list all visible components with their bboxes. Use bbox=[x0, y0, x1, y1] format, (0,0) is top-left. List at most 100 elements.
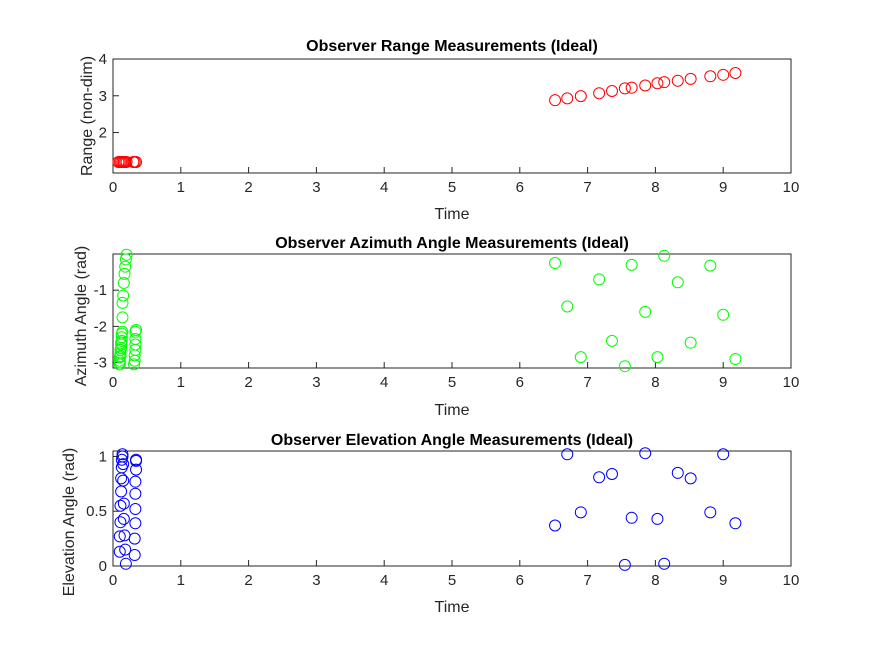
elevation-data-point bbox=[606, 468, 619, 480]
azimuth-x-axis-label: Time bbox=[435, 402, 470, 419]
range-x-tick-label: 1 bbox=[177, 179, 185, 196]
range-x-axis-label: Time bbox=[435, 206, 470, 223]
elevation-data-point bbox=[114, 499, 127, 512]
range-x-tick-label: 3 bbox=[312, 179, 320, 196]
azimuth-y-tick-label: -2 bbox=[94, 318, 107, 335]
azimuth-data-point bbox=[119, 253, 132, 266]
range-x-tick-label: 7 bbox=[583, 179, 591, 196]
elevation-axis-ticks: 0 1 2 3 4 5 6 7 8 9 10 0 0.5 1 bbox=[86, 448, 799, 589]
azimuth-data-point bbox=[625, 258, 638, 271]
elevation-data-point bbox=[561, 448, 574, 461]
azimuth-data-point bbox=[117, 276, 130, 289]
elevation-x-tick-label: 4 bbox=[380, 572, 388, 589]
elevation-x-tick-label: 6 bbox=[516, 572, 524, 589]
elevation-data-point bbox=[113, 530, 126, 543]
range-plot-area bbox=[112, 58, 792, 174]
range-data-point bbox=[729, 66, 742, 79]
range-axis-ticks: 0 1 2 3 4 5 6 7 8 9 10 2 3 4 bbox=[99, 51, 800, 196]
azimuth-x-tick-label: 3 bbox=[312, 374, 320, 391]
range-y-tick-label: 3 bbox=[99, 88, 107, 105]
azimuth-x-tick-label: 2 bbox=[244, 374, 252, 391]
elevation-chart-title: Observer Elevation Angle Measurements (I… bbox=[271, 432, 633, 449]
azimuth-plot-area bbox=[112, 253, 792, 369]
azimuth-data-point bbox=[606, 334, 619, 347]
azimuth-y-axis-label: Azimuth Angle (rad) bbox=[73, 246, 90, 387]
elevation-data-point bbox=[625, 511, 638, 524]
elevation-x-axis-label: Time bbox=[435, 599, 470, 616]
azimuth-data-point bbox=[717, 308, 730, 321]
azimuth-data-point bbox=[114, 350, 127, 363]
elevation-data-point bbox=[113, 545, 126, 558]
azimuth-subplot: Observer Azimuth Angle Measurements (Ide… bbox=[73, 235, 799, 419]
elevation-x-tick-label: 3 bbox=[312, 572, 320, 589]
azimuth-data-point bbox=[129, 333, 142, 346]
azimuth-data-point bbox=[114, 347, 127, 360]
range-x-tick-label: 0 bbox=[109, 179, 117, 196]
elevation-data-point bbox=[119, 557, 132, 570]
elevation-data-point bbox=[117, 474, 130, 487]
elevation-data-point bbox=[116, 450, 129, 463]
elevation-data-point bbox=[129, 487, 142, 500]
azimuth-data-point bbox=[561, 300, 574, 313]
range-data-point bbox=[684, 72, 697, 85]
elevation-data-point bbox=[574, 506, 587, 519]
elevation-data-point bbox=[117, 497, 130, 510]
range-x-tick-label: 2 bbox=[244, 179, 252, 196]
azimuth-data-point bbox=[639, 305, 652, 318]
azimuth-axis-ticks: 0 1 2 3 4 5 6 7 8 9 10 -3 -2 -1 bbox=[94, 282, 800, 391]
range-x-tick-label: 6 bbox=[516, 179, 524, 196]
azimuth-data-point bbox=[118, 267, 131, 280]
azimuth-data-point bbox=[115, 331, 128, 344]
range-y-axis-label: Range (non-dim) bbox=[79, 56, 96, 176]
range-data-point bbox=[120, 155, 133, 168]
range-data-point bbox=[639, 79, 652, 92]
azimuth-x-tick-label: 7 bbox=[583, 374, 591, 391]
azimuth-data-points bbox=[113, 248, 742, 373]
azimuth-data-point bbox=[651, 351, 664, 364]
elevation-data-point bbox=[684, 472, 697, 485]
range-data-point bbox=[549, 94, 562, 107]
elevation-data-point bbox=[593, 471, 606, 484]
azimuth-data-point bbox=[129, 338, 142, 351]
elevation-data-point bbox=[618, 558, 631, 571]
elevation-subplot: Observer Elevation Angle Measurements (I… bbox=[61, 432, 799, 616]
elevation-x-tick-label: 0 bbox=[109, 572, 117, 589]
elevation-data-point bbox=[119, 543, 132, 556]
range-data-point bbox=[561, 92, 574, 105]
azimuth-data-point bbox=[549, 257, 562, 270]
azimuth-y-tick-label: -1 bbox=[94, 282, 107, 299]
elevation-data-point bbox=[129, 517, 142, 530]
azimuth-data-point bbox=[116, 296, 129, 309]
elevation-data-point bbox=[704, 506, 717, 519]
elevation-data-point bbox=[671, 466, 684, 479]
azimuth-data-point bbox=[119, 260, 132, 273]
range-subplot: Observer Range Measurements (Ideal) Time… bbox=[79, 38, 799, 223]
azimuth-x-tick-label: 10 bbox=[783, 374, 800, 391]
elevation-data-point bbox=[117, 512, 130, 525]
range-data-point bbox=[593, 87, 606, 100]
azimuth-data-point bbox=[115, 338, 128, 351]
azimuth-data-point bbox=[128, 358, 141, 371]
azimuth-x-tick-label: 8 bbox=[651, 374, 659, 391]
azimuth-chart-title: Observer Azimuth Angle Measurements (Ide… bbox=[275, 235, 629, 252]
elevation-x-tick-label: 2 bbox=[244, 572, 252, 589]
range-x-tick-label: 4 bbox=[380, 179, 388, 196]
azimuth-data-point bbox=[729, 352, 742, 365]
elevation-y-tick-label: 0 bbox=[99, 558, 107, 575]
range-data-point bbox=[618, 82, 631, 95]
elevation-x-tick-label: 5 bbox=[448, 572, 456, 589]
elevation-y-axis-label: Elevation Angle (rad) bbox=[61, 448, 78, 597]
range-y-tick-label: 2 bbox=[99, 125, 107, 142]
range-data-point bbox=[658, 76, 671, 89]
range-x-tick-label: 8 bbox=[651, 179, 659, 196]
range-chart-title: Observer Range Measurements (Ideal) bbox=[306, 38, 598, 55]
azimuth-data-point bbox=[684, 336, 697, 349]
elevation-x-tick-label: 9 bbox=[719, 572, 727, 589]
azimuth-data-point bbox=[113, 354, 126, 367]
elevation-data-point bbox=[114, 516, 127, 529]
azimuth-data-point bbox=[113, 351, 126, 364]
range-data-point bbox=[717, 68, 730, 81]
azimuth-data-point bbox=[658, 249, 671, 262]
elevation-x-tick-label: 7 bbox=[583, 572, 591, 589]
